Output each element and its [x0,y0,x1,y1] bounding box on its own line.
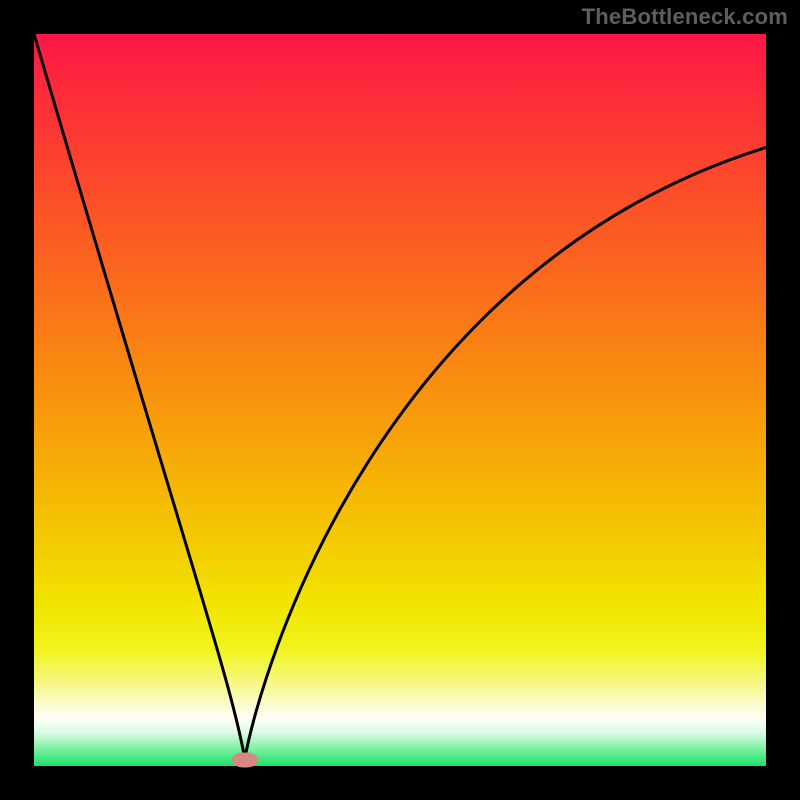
chart-frame: TheBottleneck.com [0,0,800,800]
plot-area [34,34,766,766]
curve-vertex-marker [232,753,258,768]
watermark-text: TheBottleneck.com [582,4,788,30]
